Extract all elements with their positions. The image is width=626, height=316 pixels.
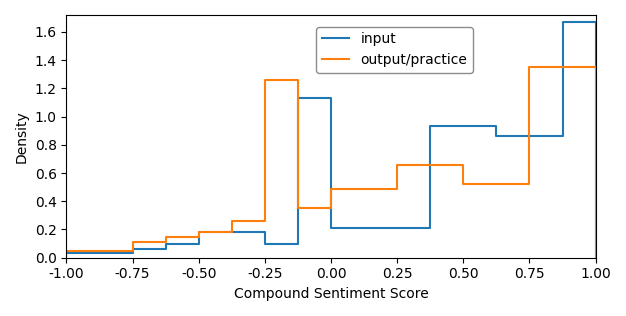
input — [459, 125, 467, 128]
output/practice — [361, 187, 368, 191]
input — [493, 125, 500, 128]
output/practice — [294, 78, 302, 82]
X-axis label: Compound Sentiment Score: Compound Sentiment Score — [233, 287, 428, 301]
output/practice — [228, 230, 235, 234]
output/practice — [361, 187, 368, 191]
input — [261, 230, 269, 234]
output/practice — [559, 65, 567, 69]
output/practice — [96, 249, 103, 252]
output/practice — [96, 249, 103, 252]
Legend: input, output/practice: input, output/practice — [316, 27, 473, 73]
output/practice — [228, 219, 235, 223]
input — [526, 135, 533, 138]
input — [96, 252, 103, 255]
output/practice — [526, 65, 533, 69]
output/practice — [393, 187, 401, 191]
input — [63, 252, 70, 255]
output/practice — [261, 219, 269, 223]
input — [393, 226, 401, 230]
output/practice — [327, 187, 335, 191]
output/practice — [526, 182, 533, 186]
output/practice — [261, 78, 269, 82]
output/practice — [559, 65, 567, 69]
input — [228, 230, 235, 234]
output/practice — [129, 249, 136, 252]
output/practice — [327, 206, 335, 210]
input — [559, 135, 567, 138]
input — [426, 125, 434, 128]
input — [559, 20, 567, 24]
input — [195, 230, 202, 234]
output/practice — [592, 65, 599, 69]
input — [459, 125, 467, 128]
output/practice — [195, 235, 202, 239]
Y-axis label: Density: Density — [15, 110, 29, 163]
input — [426, 226, 434, 230]
output/practice — [63, 256, 70, 260]
input — [129, 252, 136, 255]
input — [129, 247, 136, 251]
output/practice — [129, 240, 136, 244]
output/practice — [426, 163, 434, 167]
output/practice — [426, 163, 434, 167]
input — [195, 242, 202, 246]
input — [162, 247, 170, 251]
output/practice — [162, 235, 170, 239]
output/practice — [459, 163, 467, 167]
Line: input: input — [66, 22, 595, 258]
input — [327, 96, 335, 100]
input — [361, 226, 368, 230]
input — [493, 135, 500, 138]
input — [393, 226, 401, 230]
input — [592, 20, 599, 24]
output/practice — [162, 240, 170, 244]
output/practice — [459, 182, 467, 186]
output/practice — [493, 182, 500, 186]
output/practice — [195, 230, 202, 234]
output/practice — [493, 182, 500, 186]
output/practice — [63, 249, 70, 252]
input — [162, 242, 170, 246]
input — [63, 256, 70, 260]
input — [228, 230, 235, 234]
input — [294, 96, 302, 100]
output/practice — [592, 256, 599, 260]
input — [526, 135, 533, 138]
Line: output/practice: output/practice — [66, 67, 595, 258]
input — [294, 242, 302, 246]
input — [361, 226, 368, 230]
input — [261, 242, 269, 246]
output/practice — [393, 163, 401, 167]
input — [592, 256, 599, 260]
output/practice — [294, 206, 302, 210]
input — [96, 252, 103, 255]
input — [327, 226, 335, 230]
